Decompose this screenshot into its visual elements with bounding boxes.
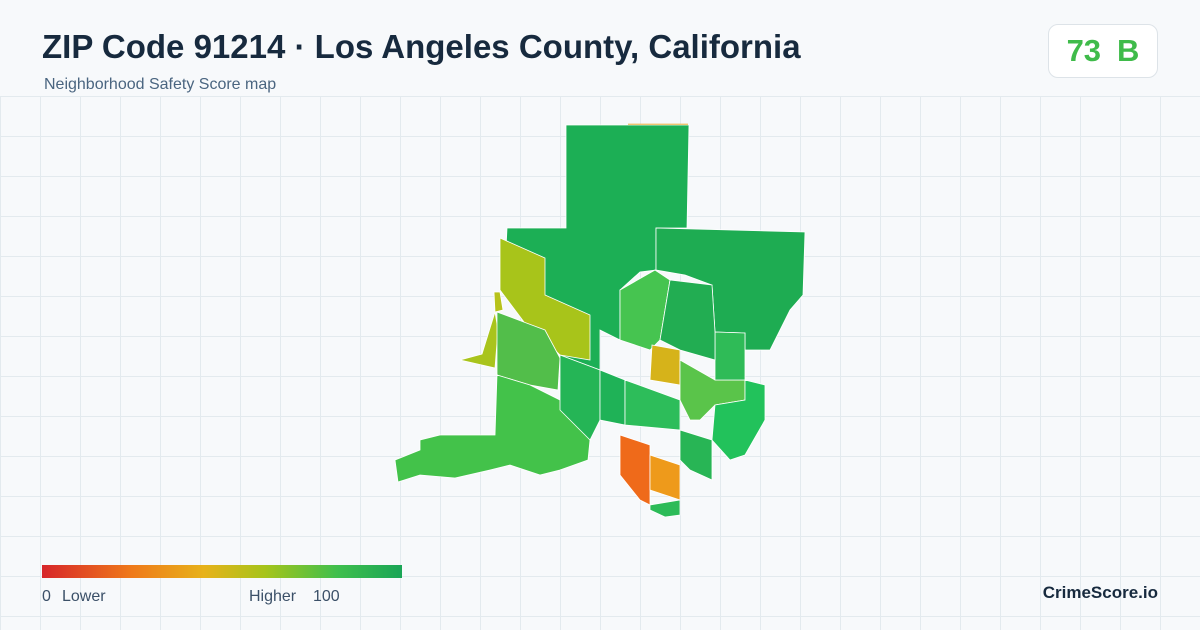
map-region <box>599 369 626 426</box>
map-region <box>499 237 591 361</box>
map-region <box>714 331 746 381</box>
legend-min: 0 <box>42 588 51 605</box>
legend-max: 100 <box>313 588 340 605</box>
map-region <box>649 454 681 501</box>
map-region <box>659 279 716 361</box>
map-region <box>711 379 766 461</box>
score: 73 <box>1066 33 1102 68</box>
legend-gradient <box>42 565 402 578</box>
map-region <box>459 311 499 369</box>
map-region <box>559 354 601 441</box>
score-badge: 73 B <box>1048 24 1158 78</box>
map-region <box>649 499 681 518</box>
grade: B <box>1117 33 1140 68</box>
legend-max-label: Higher <box>249 588 297 605</box>
subtitle: Neighborhood Safety Score map <box>44 76 277 93</box>
map-region <box>493 291 504 313</box>
map-region <box>624 379 681 431</box>
title: ZIP Code 91214 · Los Angeles County, Cal… <box>42 28 801 65</box>
map-region <box>619 434 651 506</box>
brand: CrimeScore.io <box>1042 583 1158 602</box>
legend-min-label: Lower <box>62 588 106 605</box>
map-region <box>649 344 681 386</box>
header-background <box>0 0 1200 96</box>
map-region <box>679 429 713 481</box>
